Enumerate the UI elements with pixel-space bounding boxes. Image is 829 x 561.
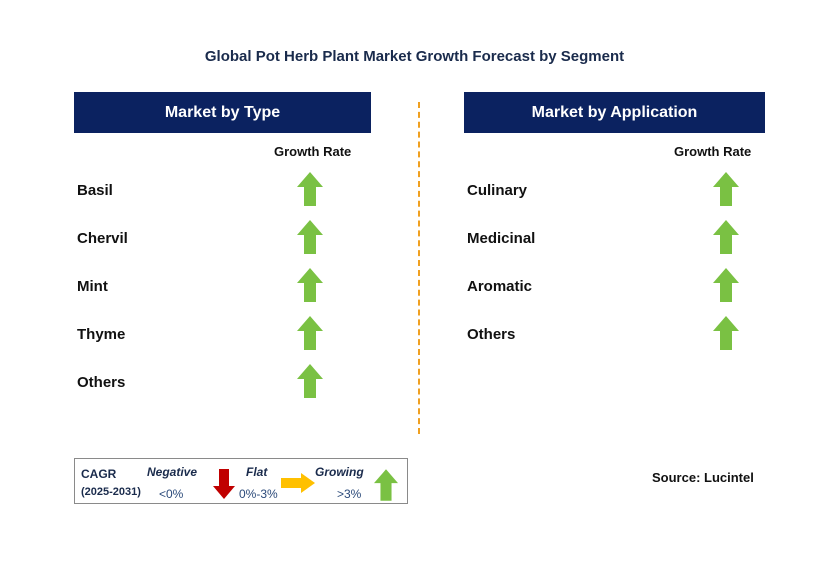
growing-arrow-icon — [297, 316, 323, 350]
growing-arrow-icon — [713, 316, 739, 350]
growing-arrow-icon — [297, 364, 323, 398]
legend-cagr-label: CAGR — [81, 467, 117, 481]
source-note: Source: Lucintel — [652, 470, 754, 485]
type-row-others: Others — [77, 374, 126, 391]
legend-growing-label: Growing — [315, 465, 364, 479]
legend-negative-range: <0% — [159, 487, 184, 501]
type-row-chervil: Chervil — [77, 230, 128, 247]
legend-negative-label: Negative — [147, 465, 198, 479]
application-growth-rate-label: Growth Rate — [674, 144, 752, 159]
growing-arrow-icon — [713, 220, 739, 254]
application-row-aromatic: Aromatic — [467, 278, 533, 295]
legend-flat-range: 0%-3% — [239, 487, 278, 501]
legend-growing-range: >3% — [337, 487, 362, 501]
legend-flat-label: Flat — [246, 465, 268, 479]
type-row-basil: Basil — [77, 182, 113, 199]
application-row-others: Others — [467, 326, 516, 343]
growing-arrow-icon — [297, 172, 323, 206]
growing-arrow-icon — [713, 172, 739, 206]
panel-divider — [418, 102, 420, 434]
chart-title: Global Pot Herb Plant Market Growth Fore… — [204, 48, 625, 65]
growing-arrow-icon — [713, 268, 739, 302]
type-panel-header: Market by Type — [74, 92, 371, 133]
negative-arrow-icon — [213, 469, 235, 499]
type-row-thyme: Thyme — [77, 326, 126, 343]
flat-arrow-icon — [281, 473, 315, 493]
legend-period: (2025-2031) — [81, 486, 141, 498]
growing-arrow-icon — [297, 268, 323, 302]
growing-arrow-icon — [374, 469, 398, 501]
application-panel-header: Market by Application — [464, 92, 765, 133]
cagr-legend: CAGR (2025-2031) Negative <0% Flat 0%-3%… — [74, 458, 408, 504]
type-growth-rate-label: Growth Rate — [274, 144, 352, 159]
type-row-mint: Mint — [77, 278, 108, 295]
growing-arrow-icon — [297, 220, 323, 254]
application-row-medicinal: Medicinal — [467, 230, 536, 247]
application-row-culinary: Culinary — [467, 182, 528, 199]
